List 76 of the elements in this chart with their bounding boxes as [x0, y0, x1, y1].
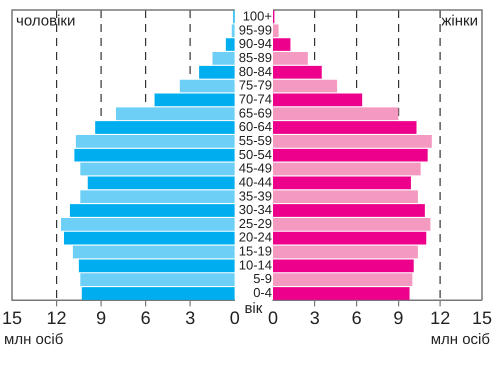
y-tick-label: 85-89: [238, 50, 272, 65]
bar: [82, 287, 235, 300]
x-tick-label: 0: [268, 308, 278, 328]
bar: [116, 107, 235, 120]
bar: [180, 80, 235, 92]
bar: [273, 162, 421, 176]
bar: [199, 66, 235, 79]
bar: [80, 273, 235, 286]
y-tick-label: 15-19: [238, 244, 272, 259]
y-tick-label: 30-34: [238, 202, 272, 218]
bar: [88, 176, 235, 190]
x-tick-label: 3: [185, 308, 196, 328]
bar: [70, 204, 235, 217]
y-tick-label: 5-9: [253, 271, 272, 286]
bar: [273, 135, 432, 148]
annotation: чоловіки: [16, 12, 76, 30]
y-tick-label: 50-54: [238, 146, 272, 162]
bar: [273, 246, 418, 258]
bar: [64, 232, 235, 245]
y-tick-label: 0-4: [253, 285, 272, 300]
y-tick-label: 80-84: [238, 64, 272, 79]
bar: [273, 66, 322, 79]
bar: [273, 148, 428, 162]
bar: [273, 176, 411, 190]
bar: [273, 121, 417, 134]
y-tick-label: 40-44: [238, 174, 272, 190]
y-tick-label: 60-64: [238, 119, 272, 134]
bar: [273, 232, 426, 245]
bar: [154, 94, 235, 106]
x-tick-label: 12: [46, 308, 67, 328]
y-tick-label: 10-14: [238, 257, 272, 272]
bar: [76, 135, 235, 148]
x-tick-label: 6: [352, 308, 362, 328]
bar: [273, 107, 398, 120]
y-tick-label: 70-74: [238, 91, 272, 106]
bar: [95, 121, 235, 134]
x-axis-title: млн осіб: [4, 331, 64, 348]
bar: [273, 52, 308, 65]
y-tick-label: 65-69: [238, 105, 272, 120]
x-tick-label: 3: [310, 308, 320, 328]
bar: [80, 190, 235, 204]
y-tick-label: 90-94: [238, 36, 272, 52]
bar: [273, 80, 338, 92]
bar: [273, 204, 425, 217]
bar: [273, 259, 414, 272]
bar: [74, 148, 235, 162]
x-tick-label: 12: [430, 308, 450, 328]
x-axis-title: млн осіб: [430, 331, 490, 348]
bar: [80, 162, 235, 176]
y-tick-label: 25-29: [238, 216, 272, 231]
x-tick-label: 15: [2, 308, 22, 328]
bar: [72, 246, 235, 258]
y-tick-label: 95-99: [238, 22, 272, 38]
x-tick-label: 0: [230, 308, 240, 328]
y-tick-label: 35-39: [238, 188, 272, 204]
bar: [61, 218, 235, 231]
bar: [273, 273, 412, 286]
bar: [273, 94, 362, 106]
y-tick-label: 75-79: [238, 78, 272, 93]
bar: [273, 287, 410, 300]
y-tick-label: 45-49: [238, 160, 272, 176]
x-tick-label: 15: [472, 308, 492, 328]
x-tick-label: 9: [96, 308, 106, 328]
bar: [78, 259, 235, 272]
annotation: жінки: [441, 12, 478, 30]
x-tick-label: 9: [393, 308, 404, 328]
text: вік: [244, 300, 263, 318]
y-tick-label: 20-24: [238, 230, 272, 245]
y-tick-label: 55-59: [238, 132, 272, 148]
x-tick-label: 6: [140, 308, 151, 328]
bar: [273, 190, 418, 204]
bar: [273, 218, 430, 231]
bar: [212, 52, 235, 65]
bar: [273, 38, 290, 51]
bar: [226, 38, 235, 51]
y-tick-label: 100+: [242, 8, 272, 24]
